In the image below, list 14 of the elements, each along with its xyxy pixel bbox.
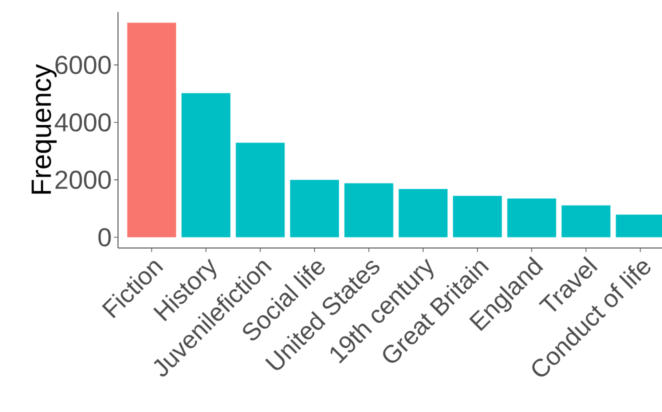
bar (562, 205, 610, 238)
bar (236, 142, 285, 238)
bar (507, 198, 556, 238)
y-axis-title: Frequency (32, 64, 57, 194)
y-tick-label: 4000 (54, 113, 111, 132)
y-tick-label: 6000 (55, 56, 111, 74)
bar (290, 180, 339, 238)
y-tick-label: 2000 (55, 170, 111, 189)
bar (344, 183, 394, 238)
y-tick-label: 0 (98, 228, 111, 246)
bar (127, 22, 176, 238)
bar (398, 189, 448, 238)
bar (452, 196, 502, 238)
bar (182, 93, 230, 238)
